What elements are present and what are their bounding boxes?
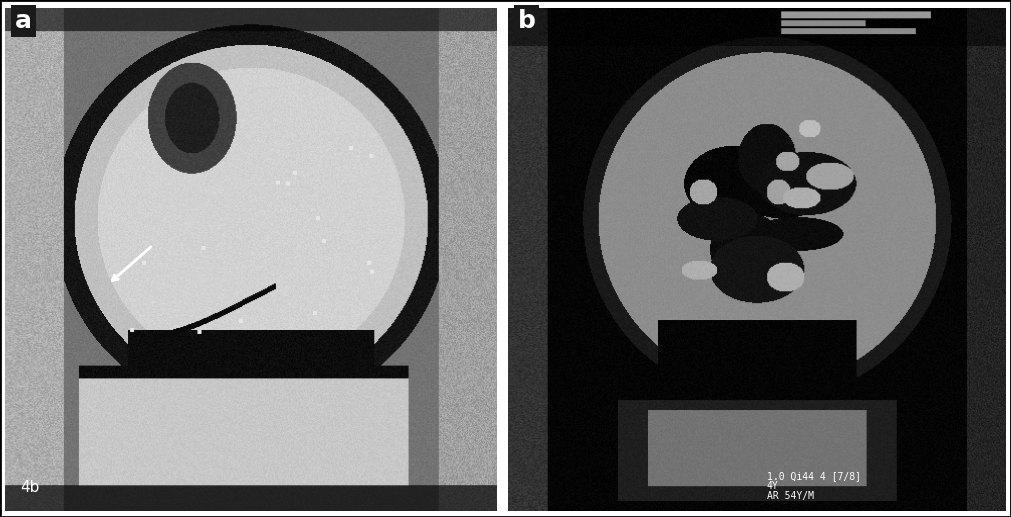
Text: 1.0 Qi44 4 [7/8]: 1.0 Qi44 4 [7/8] [766,471,860,481]
Text: 4b: 4b [20,480,39,495]
Text: AR 54Y/M: AR 54Y/M [766,491,814,501]
Text: 4Y: 4Y [766,481,778,491]
Text: b: b [518,9,536,33]
Text: a: a [15,9,32,33]
